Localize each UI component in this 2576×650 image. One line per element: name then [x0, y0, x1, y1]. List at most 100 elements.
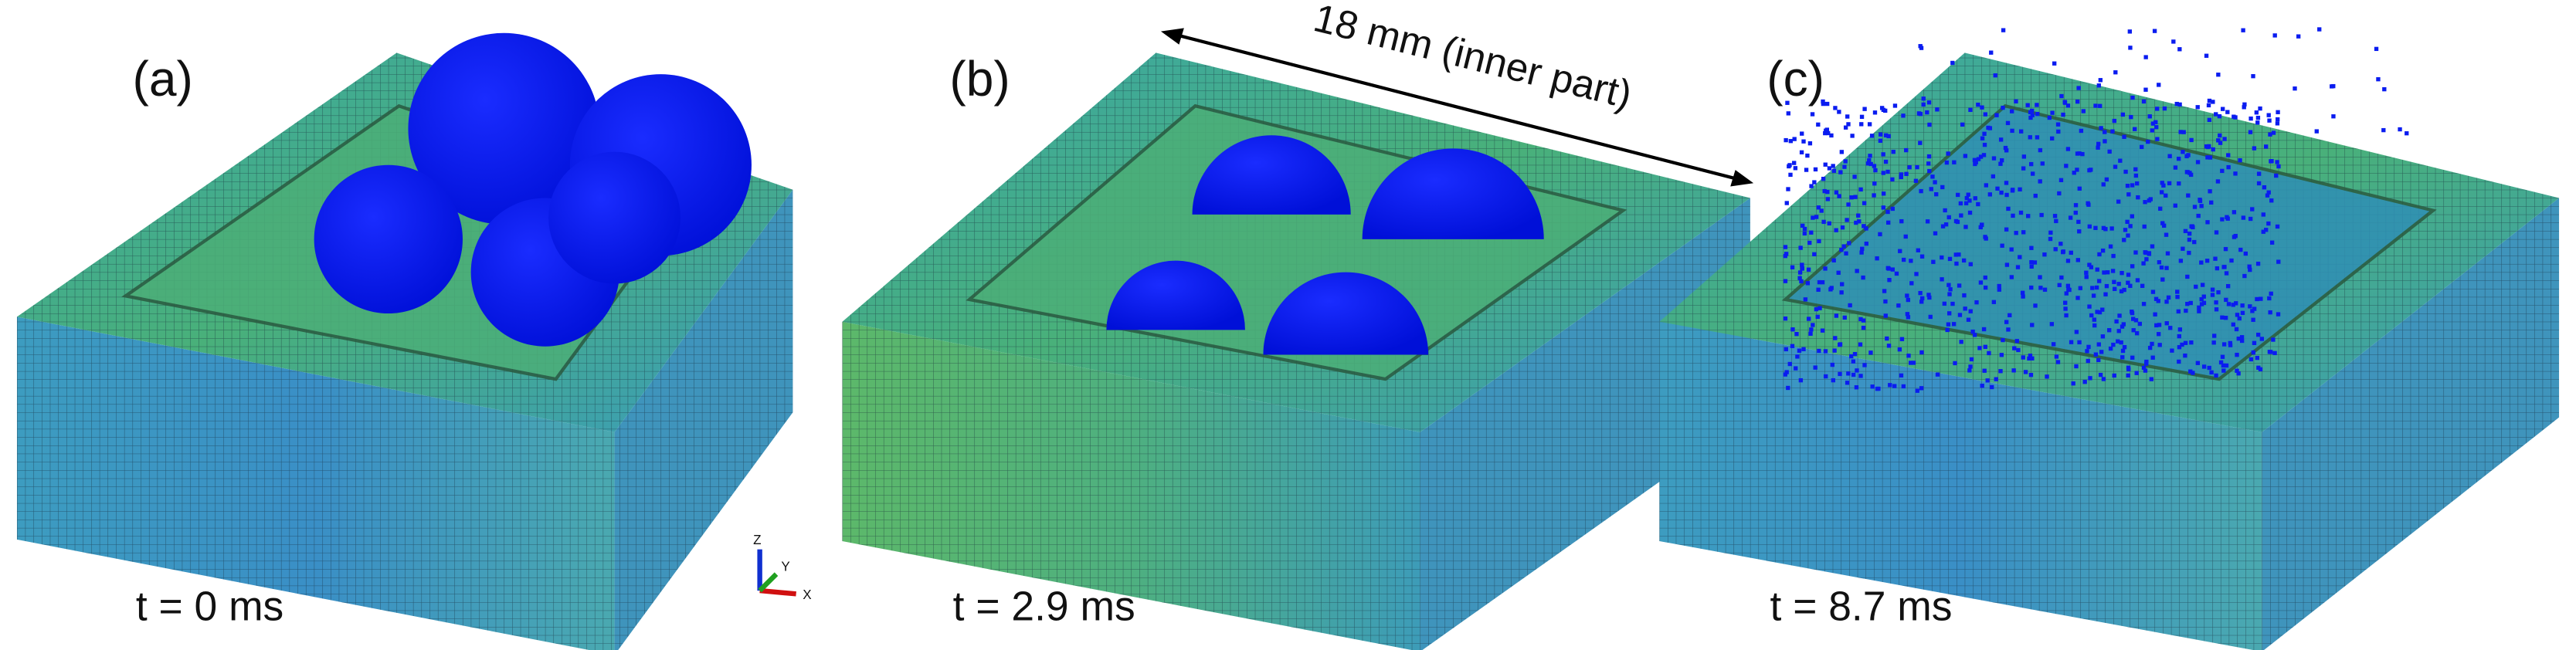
particle [1878, 132, 1883, 137]
particle [1940, 185, 1945, 190]
particle [1906, 315, 1911, 320]
half-sphere [1192, 135, 1351, 215]
particle [2255, 296, 2259, 302]
particle [2216, 73, 2221, 77]
sphere [314, 164, 463, 314]
particle [2019, 129, 2024, 134]
particle [1916, 248, 1921, 252]
particle [2100, 248, 2106, 253]
particle [1926, 161, 1931, 166]
particle [1797, 270, 1803, 275]
particle [1824, 127, 1830, 132]
particle [2143, 368, 2148, 373]
particle [2075, 258, 2080, 262]
particle [2207, 117, 2212, 123]
particle [2061, 249, 2065, 254]
particle [2189, 137, 2194, 143]
particle [2143, 55, 2148, 59]
particle [1783, 279, 1788, 283]
particle [2177, 102, 2182, 107]
particle [2231, 303, 2235, 307]
time-label: t = 0 ms [136, 584, 283, 630]
particle [2256, 171, 2262, 176]
particle [2189, 340, 2194, 345]
particle [2111, 342, 2116, 347]
particle [1947, 256, 1953, 262]
particle [2091, 293, 2096, 298]
particle [1872, 164, 1877, 168]
particle [1981, 153, 1987, 157]
particle [2258, 367, 2263, 372]
particle [1809, 327, 1814, 332]
particle [1886, 134, 1891, 139]
particle [2018, 210, 2024, 215]
particle [2026, 214, 2031, 218]
particle [2118, 158, 2123, 163]
particle [1790, 344, 1795, 348]
particle [2027, 356, 2031, 361]
particle [2254, 110, 2259, 115]
particle [1784, 201, 1789, 205]
particle [1797, 276, 1802, 280]
particle [1881, 152, 1885, 157]
particle [1967, 368, 1972, 373]
particle [2224, 271, 2229, 276]
half-sphere [1362, 148, 1544, 239]
particle [2120, 324, 2125, 329]
particle [2087, 262, 2092, 267]
particle [2092, 323, 2097, 328]
particle [2093, 103, 2098, 108]
particle [1798, 245, 1803, 250]
particle [1999, 190, 2004, 195]
particle [2113, 70, 2118, 75]
particle [2084, 270, 2089, 275]
particle [1821, 219, 1826, 225]
particle [2168, 326, 2173, 330]
particle [1786, 111, 1791, 116]
particle [2028, 115, 2033, 120]
particle [2225, 110, 2230, 114]
axis-y-label: Y [781, 559, 790, 574]
particle [2218, 360, 2224, 365]
particle [1825, 189, 1830, 195]
particle [2042, 252, 2047, 257]
particle [1976, 201, 1980, 207]
particle [2021, 230, 2026, 235]
particle [1825, 197, 1831, 201]
particle [1788, 139, 1794, 144]
particle [2181, 246, 2185, 251]
particle [1947, 311, 1952, 316]
particle [2157, 323, 2162, 327]
particle [2252, 146, 2257, 151]
particle [1980, 136, 1985, 140]
particle [1834, 228, 1838, 232]
particle [2069, 250, 2073, 256]
particle [2155, 107, 2160, 111]
particle [2130, 95, 2135, 100]
particle [1811, 323, 1815, 327]
particle [2150, 121, 2156, 126]
time-label: t = 8.7 ms [1770, 584, 1953, 630]
particle [1785, 100, 1790, 105]
particle [2109, 226, 2114, 231]
particle [1905, 293, 1909, 298]
particle [1968, 107, 1973, 113]
particle [1982, 131, 1987, 136]
particle [2075, 99, 2080, 104]
particle [2177, 47, 2182, 52]
particle [1950, 301, 1955, 306]
particle [1807, 317, 1811, 321]
particle [2141, 261, 2146, 266]
particle [1806, 267, 1811, 272]
particle [1861, 275, 1865, 280]
particle [1834, 190, 1839, 195]
particle [2055, 360, 2061, 364]
particle [2267, 296, 2272, 301]
particle [1858, 317, 1863, 322]
particle [1790, 327, 1795, 332]
particle [2064, 313, 2069, 318]
particle [1906, 354, 1911, 358]
particle [1890, 267, 1895, 272]
particle [2089, 168, 2093, 172]
particle [2242, 102, 2247, 107]
